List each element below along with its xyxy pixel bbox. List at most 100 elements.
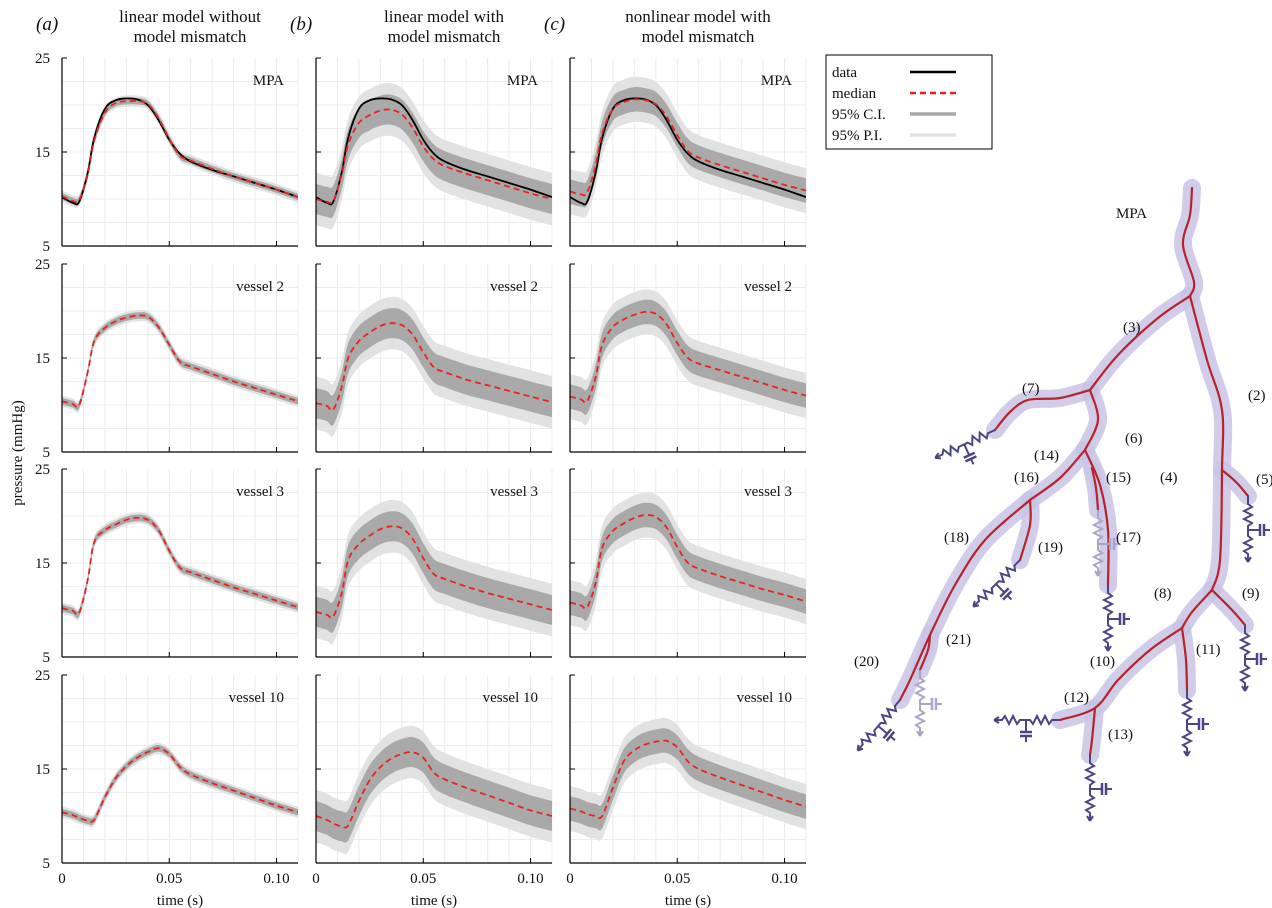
x-axis-label: time (s): [411, 893, 457, 908]
bands: [570, 492, 806, 632]
cap-lead: [963, 443, 971, 456]
y-tick-label: 25: [35, 257, 50, 273]
resistor: [1101, 585, 1115, 651]
vessel-label: vessel 3: [236, 484, 284, 500]
vessel-centerline: [1028, 448, 1087, 502]
y-axis-label: pressure (mmHg): [10, 400, 26, 505]
vessel-centerlines: [898, 186, 1250, 757]
panel-title-line1: nonlinear model with: [625, 7, 771, 26]
median-line: [570, 310, 806, 404]
panel-MPA-c: MPA: [569, 57, 807, 247]
y-tick-label: 5: [43, 445, 51, 461]
vessel-centerline: [1180, 626, 1189, 692]
rcr-outlet-symbol: [1241, 496, 1270, 563]
panel-title-line1: linear model without: [119, 7, 261, 26]
rcr-outlet-symbol: [934, 429, 996, 465]
vessel-number-label: (10): [1090, 654, 1115, 670]
bands: [316, 725, 552, 854]
ground: [1006, 594, 1013, 601]
vessel-label: MPA: [253, 73, 284, 89]
vessel-centerline: [1090, 466, 1100, 512]
rcr-outlet-symbol: [913, 670, 942, 737]
x-tick-label: 0.10: [517, 871, 543, 887]
vessel-tube: [1076, 381, 1108, 459]
vessel-number-label: (6): [1125, 431, 1143, 447]
median-line: [570, 98, 806, 197]
ci-band: [316, 736, 552, 843]
vessel-number-label: (15): [1106, 470, 1131, 486]
data-line: [62, 97, 298, 206]
legend-box: [825, 54, 993, 150]
panel-letter: (b): [290, 14, 312, 35]
panel-MPA-b: MPA: [315, 57, 553, 247]
y-tick-label: 15: [35, 351, 50, 367]
bands: [316, 83, 552, 230]
bands: [62, 742, 298, 828]
panel-vessel-2-c: vessel 2: [569, 263, 807, 453]
resistor: [1180, 690, 1194, 756]
ground: [970, 458, 975, 465]
vessel-tube: [1081, 287, 1199, 399]
legend-median-label: median: [832, 86, 877, 102]
vessel-centerline: [1220, 468, 1250, 498]
panel-title-line2: model mismatch: [134, 27, 247, 46]
vessel-number-label: (21): [946, 632, 971, 648]
vessel-number-label: (2): [1248, 388, 1266, 404]
bands: [570, 289, 806, 426]
ci-band: [316, 511, 552, 633]
y-tick-label: 25: [35, 51, 50, 67]
legend-data-label: data: [832, 65, 857, 81]
x-tick-label: 0.05: [410, 871, 436, 887]
vessel-centerline: [1088, 706, 1097, 757]
rcr-outlet-symbol: [1091, 510, 1120, 577]
vessel-number-label: (7): [1022, 381, 1040, 397]
bands: [570, 76, 806, 218]
panel-MPA-a: MPA 5 15 25: [35, 51, 299, 255]
arrow: [1086, 815, 1094, 822]
panel-vessel-3-b: vessel 3: [315, 468, 553, 658]
bands: [316, 499, 552, 645]
median-line: [316, 322, 552, 412]
vessel-tubes: [891, 179, 1257, 764]
arrow: [1183, 750, 1191, 757]
vessel-centerline: [1088, 294, 1192, 392]
legend: data median 95% C.I. 95% P.I.: [825, 54, 993, 150]
vessel-label: vessel 10: [737, 690, 792, 706]
vessel-label: vessel 2: [744, 279, 792, 295]
vessel-centerline: [1188, 294, 1225, 592]
x-axis-label: time (s): [157, 893, 203, 908]
vessel-number-label: (8): [1154, 586, 1172, 602]
vessel-number-label: (19): [1038, 540, 1063, 556]
cap-plate: [882, 728, 893, 740]
y-tick-label: 15: [35, 762, 50, 778]
vessel-centerline: [1083, 388, 1100, 452]
resistor: [1083, 755, 1097, 821]
panel-vessel-2-a: vessel 2 5 15 25: [35, 257, 299, 461]
vessel-centerline: [1210, 588, 1247, 627]
vessel-centerline: [1083, 448, 1110, 587]
arrow: [1244, 556, 1252, 563]
ci-band: [62, 744, 298, 826]
vessel-label: vessel 3: [744, 484, 792, 500]
vessel-tree-diagram: (2) (3) (4) (5) (6) (7) (8) (9) (10) (11) (12) (13)…: [854, 179, 1272, 822]
y-tick-label: 15: [35, 145, 50, 161]
vessel-label: MPA: [761, 73, 792, 89]
panel-title-line2: model mismatch: [642, 27, 755, 46]
vessel-centerline: [1181, 186, 1196, 298]
resistor: [1238, 625, 1252, 691]
cap-plate: [964, 455, 977, 463]
vessel-centerline: [1180, 588, 1214, 630]
median-line: [316, 525, 552, 619]
y-tick-label: 5: [43, 856, 51, 872]
vessel-centerline: [1018, 498, 1032, 562]
y-tick-label: 5: [43, 650, 51, 666]
rcr-outlet-symbol: [972, 559, 1021, 608]
arrow: [993, 716, 1000, 724]
y-tick-label: 25: [35, 462, 50, 478]
x-tick-label: 0: [566, 871, 574, 887]
vessel-number-label: (3): [1123, 320, 1141, 336]
tree-root-label: MPA: [1116, 206, 1147, 222]
legend-ci-label: 95% C.I.: [832, 107, 886, 123]
ci-band: [316, 94, 552, 219]
